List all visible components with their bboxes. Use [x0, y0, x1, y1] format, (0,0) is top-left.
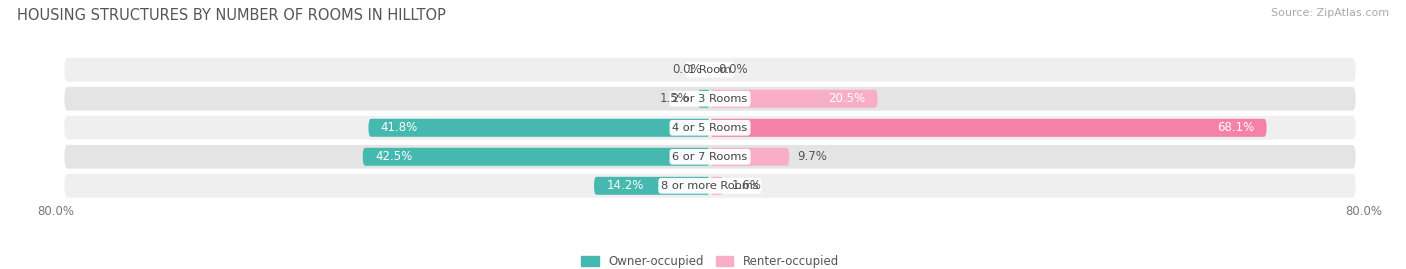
FancyBboxPatch shape [710, 177, 723, 195]
FancyBboxPatch shape [65, 58, 1355, 82]
Text: 1 Room: 1 Room [689, 65, 731, 75]
FancyBboxPatch shape [363, 148, 710, 166]
FancyBboxPatch shape [593, 177, 710, 195]
Text: 2 or 3 Rooms: 2 or 3 Rooms [672, 94, 748, 104]
FancyBboxPatch shape [368, 119, 710, 137]
Text: 4 or 5 Rooms: 4 or 5 Rooms [672, 123, 748, 133]
Text: 0.0%: 0.0% [718, 63, 748, 76]
FancyBboxPatch shape [65, 116, 1355, 140]
FancyBboxPatch shape [65, 145, 1355, 169]
FancyBboxPatch shape [697, 90, 710, 108]
FancyBboxPatch shape [65, 174, 1355, 198]
Text: HOUSING STRUCTURES BY NUMBER OF ROOMS IN HILLTOP: HOUSING STRUCTURES BY NUMBER OF ROOMS IN… [17, 8, 446, 23]
Text: 1.6%: 1.6% [731, 179, 761, 192]
FancyBboxPatch shape [65, 87, 1355, 111]
FancyBboxPatch shape [710, 148, 789, 166]
Text: 20.5%: 20.5% [828, 92, 865, 105]
Text: 9.7%: 9.7% [797, 150, 827, 163]
Text: 6 or 7 Rooms: 6 or 7 Rooms [672, 152, 748, 162]
Text: 1.5%: 1.5% [659, 92, 689, 105]
FancyBboxPatch shape [710, 119, 1267, 137]
Text: Source: ZipAtlas.com: Source: ZipAtlas.com [1271, 8, 1389, 18]
Text: 42.5%: 42.5% [375, 150, 412, 163]
Text: 0.0%: 0.0% [672, 63, 702, 76]
Legend: Owner-occupied, Renter-occupied: Owner-occupied, Renter-occupied [576, 250, 844, 269]
Text: 8 or more Rooms: 8 or more Rooms [661, 181, 759, 191]
Text: 14.2%: 14.2% [606, 179, 644, 192]
Text: 41.8%: 41.8% [381, 121, 418, 134]
Text: 68.1%: 68.1% [1218, 121, 1254, 134]
FancyBboxPatch shape [710, 90, 877, 108]
